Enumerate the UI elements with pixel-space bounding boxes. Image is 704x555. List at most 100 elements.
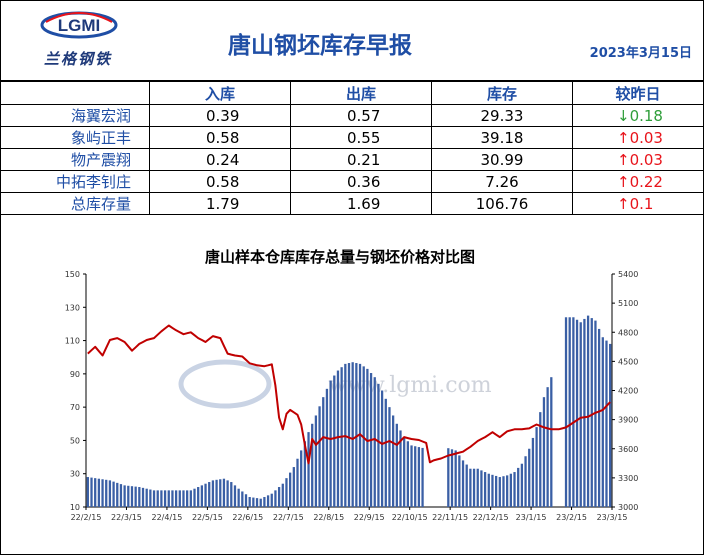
inventory-bar bbox=[215, 479, 218, 507]
inventory-bar bbox=[524, 456, 527, 507]
inventory-bar bbox=[160, 490, 163, 507]
left-tick-label: 70 bbox=[70, 403, 80, 412]
inventory-bar bbox=[528, 448, 531, 507]
inventory-bar bbox=[182, 490, 185, 507]
warehouse-name: 象屿正丰 bbox=[0, 126, 150, 149]
inventory-bar bbox=[336, 370, 340, 507]
inventory-bar bbox=[116, 482, 119, 507]
inventory-bar bbox=[303, 441, 307, 507]
inventory-bar bbox=[90, 477, 93, 507]
inventory-bar bbox=[476, 468, 479, 507]
inventory-bar bbox=[174, 490, 178, 507]
inventory-bar bbox=[388, 407, 391, 507]
left-tick-label: 130 bbox=[65, 303, 80, 312]
inventory-bar bbox=[281, 483, 284, 507]
inventory-bar bbox=[487, 473, 490, 507]
warehouse-name: 总库存量 bbox=[0, 192, 150, 215]
arrow-up-icon: ↑ bbox=[617, 194, 630, 213]
inventory-bar bbox=[266, 495, 270, 507]
inventory-bar bbox=[469, 468, 472, 507]
inventory-bar bbox=[237, 488, 240, 507]
inventory-bar bbox=[391, 415, 395, 507]
inventory-bar bbox=[193, 488, 196, 507]
inventory-table: 入库 出库 库存 较昨日 海翼宏润 0.39 0.57 29.33 ↓0.18 … bbox=[0, 81, 704, 215]
inventory-bar bbox=[292, 467, 295, 507]
right-tick-label: 3600 bbox=[618, 445, 638, 454]
x-tick-label: 22/7/15 bbox=[273, 513, 304, 522]
inventory-bar bbox=[366, 368, 369, 507]
inventory-bar bbox=[127, 485, 130, 507]
inventory-bar bbox=[520, 463, 524, 507]
change-value: 0.18 bbox=[629, 106, 663, 125]
inventory-bar bbox=[119, 484, 123, 507]
inventory-bar bbox=[259, 498, 262, 507]
inventory-bar bbox=[285, 478, 288, 507]
left-tick-label: 110 bbox=[65, 337, 80, 346]
inventory-bar bbox=[314, 415, 318, 507]
inventory-bar bbox=[351, 362, 354, 507]
in-value: 1.79 bbox=[149, 192, 291, 215]
table-header-row: 入库 出库 库存 较昨日 bbox=[0, 81, 704, 105]
inventory-bar bbox=[465, 464, 468, 507]
inventory-bar bbox=[535, 427, 538, 507]
inventory-bar bbox=[219, 479, 222, 507]
x-tick-label: 22/6/15 bbox=[232, 513, 263, 522]
inventory-bar bbox=[141, 487, 145, 507]
table-total-row: 总库存量 1.79 1.69 106.76 ↑0.1 bbox=[0, 192, 704, 215]
inventory-bar bbox=[149, 489, 152, 507]
inventory-bar bbox=[461, 460, 465, 507]
inventory-bar bbox=[586, 315, 590, 507]
inventory-bar bbox=[86, 477, 89, 507]
inventory-bar bbox=[152, 490, 156, 507]
left-tick-label: 150 bbox=[65, 270, 80, 279]
change-value: 0.1 bbox=[629, 194, 654, 213]
inventory-bar bbox=[222, 478, 226, 507]
right-tick-label: 4200 bbox=[618, 387, 638, 396]
x-tick-label: 22/4/15 bbox=[152, 513, 183, 522]
inventory-bar bbox=[597, 328, 601, 507]
inventory-bar bbox=[130, 486, 134, 507]
change-cell: ↑0.22 bbox=[572, 170, 704, 193]
report-header: LGMI 兰格钢铁 唐山钢坯库存早报 2023年3月15日 bbox=[0, 0, 704, 81]
inventory-bar bbox=[575, 319, 579, 507]
inventory-bar bbox=[347, 363, 351, 507]
inventory-bar bbox=[395, 423, 398, 507]
inventory-bar bbox=[417, 447, 421, 507]
inventory-bar bbox=[167, 490, 170, 507]
x-tick-label: 23/1/15 bbox=[516, 513, 547, 522]
inventory-bar bbox=[480, 470, 483, 507]
inventory-bar bbox=[546, 387, 549, 507]
inventory-bar bbox=[472, 468, 476, 507]
left-tick-label: 10 bbox=[70, 503, 80, 512]
inventory-bar bbox=[531, 437, 535, 507]
inventory-bar bbox=[373, 377, 376, 507]
change-cell: ↑0.03 bbox=[572, 126, 704, 149]
change-cell: ↑0.03 bbox=[572, 148, 704, 171]
table-row: 物产震翔 0.24 0.21 30.99 ↑0.03 bbox=[0, 148, 704, 171]
inventory-bar bbox=[233, 485, 237, 507]
inventory-bar bbox=[255, 498, 259, 507]
out-value: 0.57 bbox=[290, 104, 432, 127]
inventory-bar bbox=[325, 388, 329, 507]
inventory-bar bbox=[550, 377, 553, 507]
report-title: 唐山钢坯库存早报 bbox=[228, 33, 412, 59]
right-tick-label: 4500 bbox=[618, 357, 638, 366]
x-tick-label: 22/5/15 bbox=[192, 513, 223, 522]
inventory-bar bbox=[491, 474, 494, 507]
inventory-bar bbox=[539, 412, 542, 507]
inventory-bar bbox=[384, 398, 387, 507]
left-tick-label: 30 bbox=[70, 470, 80, 479]
column-header-name bbox=[0, 81, 150, 105]
inventory-bar bbox=[230, 482, 233, 507]
right-tick-label: 5100 bbox=[618, 299, 638, 308]
chart-area: www.lgmi.com 10 30 50 70 90 110 130 150 3000 3300 3… bbox=[0, 214, 704, 555]
logo-mark-text: LGMI bbox=[58, 16, 101, 35]
inventory-bar bbox=[601, 337, 604, 507]
arrow-down-icon: ↓ bbox=[617, 106, 630, 125]
inventory-bar bbox=[145, 488, 148, 507]
inventory-bar bbox=[406, 441, 409, 507]
inventory-bar bbox=[211, 480, 215, 507]
inventory-bar bbox=[454, 450, 457, 507]
inventory-bar bbox=[138, 487, 141, 507]
right-tick-label: 3300 bbox=[618, 474, 638, 483]
